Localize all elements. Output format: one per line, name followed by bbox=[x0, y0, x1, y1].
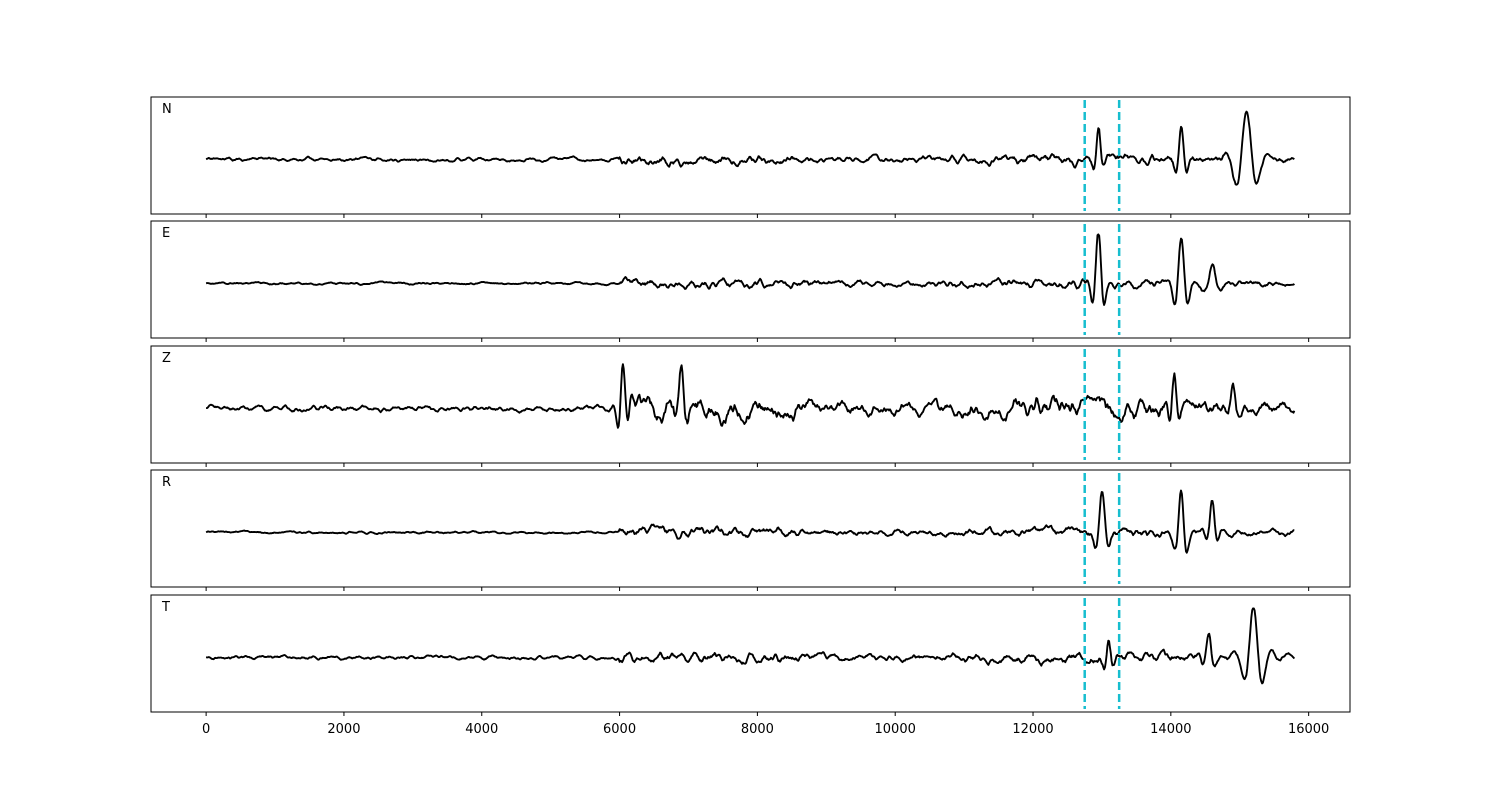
x-tick-label: 0 bbox=[202, 722, 210, 737]
x-tick-label: 2000 bbox=[327, 722, 360, 737]
panel-label: Z bbox=[162, 351, 171, 366]
x-tick-label: 10000 bbox=[875, 722, 916, 737]
waveform-r bbox=[205, 489, 1295, 554]
waveform-z bbox=[205, 363, 1296, 429]
waveform-t bbox=[205, 607, 1296, 685]
panel-e: E bbox=[150, 220, 1351, 342]
panel-frame bbox=[150, 345, 1351, 464]
panel-label: E bbox=[162, 226, 170, 241]
panel-frame bbox=[150, 469, 1351, 588]
panel-label: N bbox=[162, 102, 172, 117]
panel-frame bbox=[150, 220, 1351, 339]
x-tick-label: 4000 bbox=[465, 722, 498, 737]
x-tick-label: 14000 bbox=[1150, 722, 1191, 737]
waveform-e bbox=[205, 233, 1296, 306]
panel-r: R bbox=[150, 469, 1351, 591]
panel-t: T bbox=[150, 594, 1351, 716]
x-axis: 0 2000 4000 6000 8000 10000 12000 14000 16000 bbox=[202, 722, 1329, 737]
panel-z: Z bbox=[150, 345, 1351, 467]
x-tick-label: 12000 bbox=[1012, 722, 1053, 737]
x-tick-label: 8000 bbox=[741, 722, 774, 737]
panel-frame bbox=[150, 96, 1351, 215]
panel-label: R bbox=[162, 475, 171, 490]
x-tick-label: 6000 bbox=[603, 722, 636, 737]
panel-frame bbox=[150, 594, 1351, 713]
waveform-n bbox=[205, 110, 1295, 186]
panels-group: N E Z R T bbox=[150, 96, 1351, 716]
panel-n: N bbox=[150, 96, 1351, 218]
panel-label: T bbox=[161, 600, 170, 615]
x-tick-label: 16000 bbox=[1288, 722, 1329, 737]
